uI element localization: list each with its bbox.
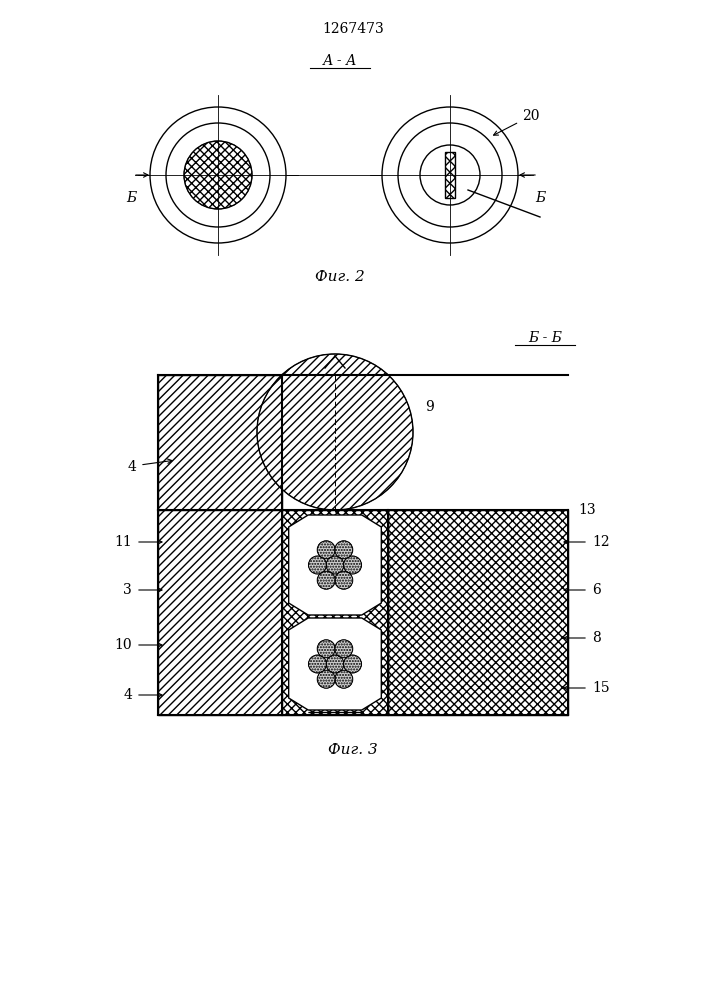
Circle shape: [308, 655, 327, 673]
Text: Фиг. 3: Фиг. 3: [328, 743, 378, 757]
Text: 11: 11: [115, 535, 132, 549]
Circle shape: [382, 107, 518, 243]
Text: Фиг. 2: Фиг. 2: [315, 270, 365, 284]
Circle shape: [344, 655, 361, 673]
Circle shape: [317, 670, 335, 688]
Text: 4: 4: [127, 460, 136, 474]
Circle shape: [317, 571, 335, 589]
Text: 1267473: 1267473: [322, 22, 384, 36]
Polygon shape: [158, 510, 282, 715]
Text: Б: Б: [535, 191, 545, 205]
Text: 12: 12: [592, 535, 609, 549]
Circle shape: [317, 640, 335, 658]
Text: 8: 8: [592, 631, 601, 645]
Text: А - А: А - А: [323, 54, 357, 68]
Circle shape: [308, 556, 327, 574]
Circle shape: [150, 107, 286, 243]
Bar: [445, 152, 455, 198]
Polygon shape: [388, 510, 568, 715]
Bar: [282, 510, 388, 715]
Text: 9: 9: [425, 400, 434, 414]
Circle shape: [335, 640, 353, 658]
Polygon shape: [158, 375, 282, 510]
Polygon shape: [288, 618, 381, 710]
Circle shape: [344, 556, 361, 574]
Circle shape: [257, 354, 413, 510]
Text: 3: 3: [123, 583, 132, 597]
Circle shape: [398, 123, 502, 227]
Text: 13: 13: [578, 503, 595, 517]
Text: 10: 10: [115, 638, 132, 652]
Text: 6: 6: [592, 583, 601, 597]
Circle shape: [326, 556, 344, 574]
Text: 20: 20: [493, 109, 539, 135]
Bar: [445, 152, 455, 198]
Circle shape: [184, 141, 252, 209]
Circle shape: [420, 145, 480, 205]
Text: 15: 15: [592, 681, 609, 695]
Text: Б: Б: [126, 191, 136, 205]
Circle shape: [335, 670, 353, 688]
Text: 4: 4: [123, 688, 132, 702]
Bar: [282, 510, 388, 715]
Polygon shape: [288, 515, 381, 615]
Circle shape: [335, 541, 353, 559]
Circle shape: [166, 123, 270, 227]
Text: Б - Б: Б - Б: [528, 331, 562, 345]
Circle shape: [335, 571, 353, 589]
Circle shape: [326, 655, 344, 673]
Circle shape: [317, 541, 335, 559]
